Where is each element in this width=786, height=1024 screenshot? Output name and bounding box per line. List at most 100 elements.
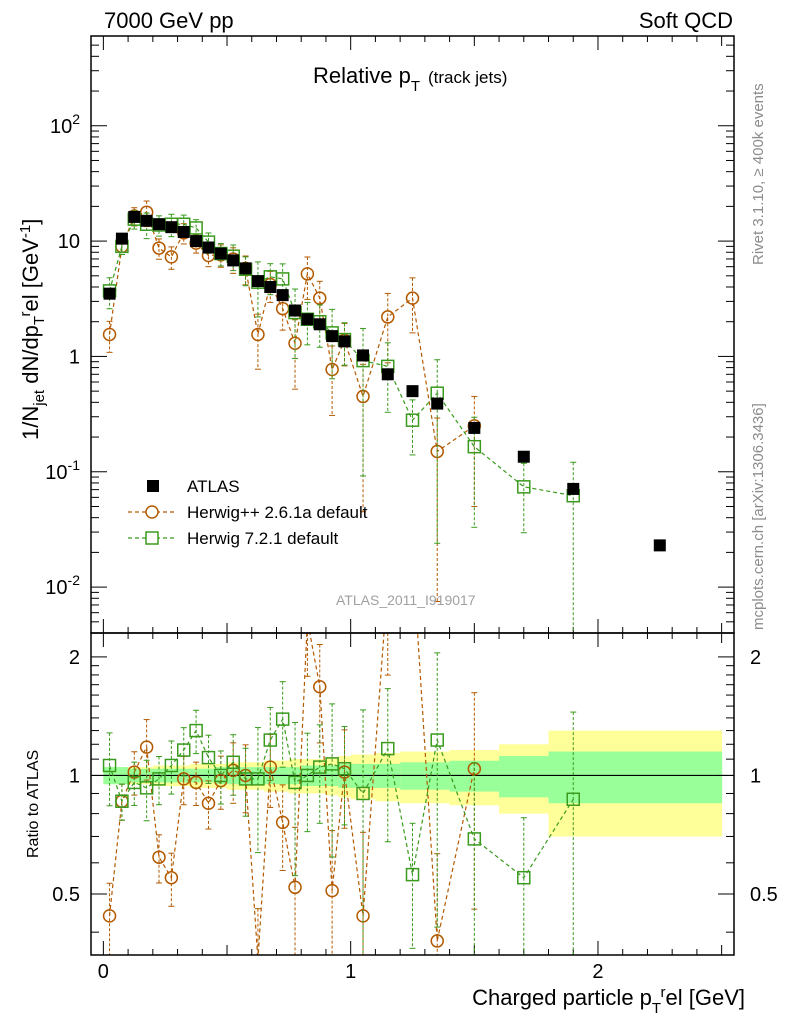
herwig7-ratio-point [381,741,395,756]
y-tick-label: 1 [69,346,80,368]
atlas-point [115,232,128,245]
herwig7-ratio-point [139,781,154,795]
herwigpp-ratio-point [164,870,179,885]
atlas-point [567,482,580,495]
atlas-point [468,421,481,434]
atlas-point [338,335,351,348]
legend-label-atlas: ATLAS [187,477,240,496]
herwigpp-ratio-point [288,880,302,895]
ratio-panel-frame [90,632,735,956]
herwigpp-point [313,291,327,305]
legend-marker-herwigpp [145,505,159,519]
x-axis-label: Charged particle pTrel [GeV] [472,984,745,1017]
atlas-point [289,304,302,317]
herwig7-ratio-point [164,758,179,773]
herwig7-point [467,439,482,454]
herwig7-ratio-point [405,867,420,882]
atlas-point [227,254,240,267]
herwigpp-point [300,267,315,281]
atlas-point [276,289,289,302]
atlas-point [165,221,178,234]
ratio-panel-series [102,632,580,956]
atlas-point [517,450,530,463]
herwig7-ratio-point [152,772,166,786]
y-tick-label: 10 [58,231,80,253]
ratio-tick-label-right: 0.5 [750,884,778,906]
herwigpp-ratio-point [139,740,154,754]
herwig7-ratio-point [263,733,278,747]
atlas-point [190,235,203,248]
main-panel-series [102,200,666,634]
herwigpp-ratio-point [275,815,290,830]
ratio-uncertainty-bands [91,730,734,837]
atlas-point [177,225,190,238]
x-tick-label: 1 [345,961,356,983]
ratio-band-inner [499,756,550,798]
ratio-y-axis-label: Ratio to ATLAS [25,750,42,858]
ratio-tick-label-right: 1 [750,765,761,787]
atlas-point [202,241,215,254]
y-axis-label: 1/Njet dN/dpTrel [GeV-1] [17,219,48,440]
rivet-version-label: Rivet 3.1.10, ≥ 400k events [750,83,767,265]
herwigpp-ratio-point [189,775,203,790]
atlas-point [239,262,252,275]
mcplots-label: mcplots.cern.ch [arXiv:1306.3436] [750,403,767,630]
ratio-band-inner [597,751,723,804]
herwigpp-point [251,327,265,342]
ratio-panel-ticks: 0 1 2 0.5 0.5 1 1 2 2 [52,633,778,983]
atlas-point [357,349,370,362]
ratio-tick-label-left: 0.5 [52,884,80,906]
y-tick-label: 10-1 [45,457,80,484]
atlas-point [326,330,339,343]
herwig7-point [517,480,531,494]
herwig7-point [405,413,420,427]
atlas-point [103,287,116,300]
herwigpp-ratio-point [102,909,117,923]
herwigpp-point [381,310,395,324]
atlas-point [301,313,314,326]
atlas-point [431,397,444,410]
herwig7-ratio-point [201,750,216,765]
herwig7-point [189,221,203,235]
herwig7-ratio-point [102,758,117,773]
legend-marker-atlas [147,480,159,492]
series-line-2 [108,218,574,497]
atlas-point [214,247,227,260]
herwig7-ratio-point [275,712,290,726]
herwigpp-ratio-point [325,883,339,898]
legend: ATLAS Herwig++ 2.6.1a default Herwig 7.2… [128,477,368,548]
herwig7-ratio-point [517,870,531,885]
legend-marker-herwig7 [145,531,159,545]
atlas-point [153,218,166,231]
x-tick-label: 0 [98,961,109,983]
herwigpp-ratio-point [152,850,166,864]
herwig7-ratio-point [356,786,370,801]
herwig7-point [275,272,290,286]
atlas-point [381,368,394,381]
herwig7-ratio-point [176,743,191,757]
herwig7-ratio-point [288,775,302,790]
herwigpp-ratio-point [430,934,444,948]
atlas-point [264,280,277,293]
main-panel-ticks: 10-2 10-1 1 10 102 [45,35,734,634]
atlas-point [653,539,666,552]
herwig7-ratio-point [467,832,482,846]
ratio-tick-label-left: 1 [69,765,80,787]
header-left-title: 7000 GeV pp [104,8,234,33]
herwig7-ratio-point [251,772,265,786]
plot-title: Relative pT (track jets) [313,63,507,95]
herwig7-ratio-point [566,792,580,807]
legend-label-herwig7: Herwig 7.2.1 default [187,529,338,548]
y-tick-label: 10-2 [45,572,80,599]
herwigpp-point [405,291,420,305]
analysis-tag: ATLAS_2011_I919017 [336,592,476,608]
atlas-point [140,214,153,227]
herwig7-ratio-point [226,755,240,770]
herwigpp-point [152,241,166,255]
y-tick-label: 102 [50,111,80,138]
herwig7-ratio-point [214,768,228,783]
atlas-point [406,385,419,398]
herwigpp-ratio-point [201,796,216,810]
herwigpp-point [164,250,179,264]
